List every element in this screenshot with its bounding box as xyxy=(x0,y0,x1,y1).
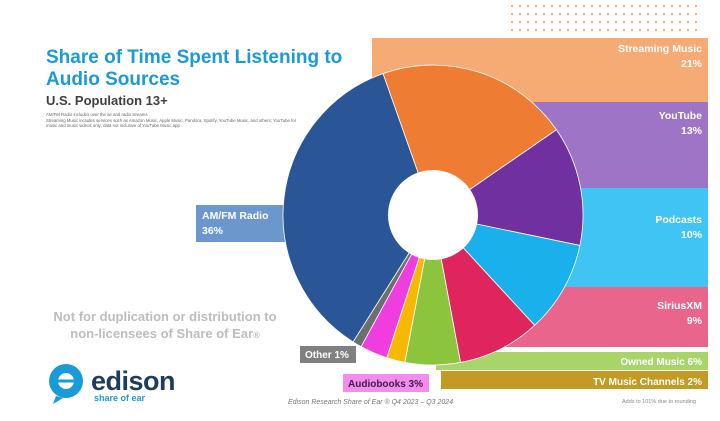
logo-word: edison xyxy=(91,366,176,396)
legend-label-owned-music: Owned Music 6% xyxy=(620,357,702,368)
legend-label-am-fm-radio: AM/FM Radio xyxy=(202,210,269,222)
legend-value-streaming-music: 21% xyxy=(681,58,703,70)
legend-value-podcasts: 10% xyxy=(681,229,703,241)
legend-label-podcasts: Podcasts xyxy=(655,214,702,226)
legend-band-tv-music-channels xyxy=(441,371,708,389)
legend-value-siriusxm: 9% xyxy=(687,315,703,327)
disclaimer-line-2: non-licensees of Share of Ear xyxy=(70,326,254,341)
chart-title: Share of Time Spent Listening to Audio S… xyxy=(46,47,343,90)
disclaimer-line-1: Not for duplication or distribution to xyxy=(53,309,277,324)
legend-value-youtube: 13% xyxy=(681,125,703,137)
edison-logo: edison share of ear xyxy=(44,360,184,406)
rounding-footnote: Adds to 101% due to rounding xyxy=(622,399,697,405)
logo-tagline: share of ear xyxy=(94,393,146,403)
note-amfm: AM/FM Radio includes over the air and ra… xyxy=(46,112,148,117)
legend-label-siriusxm: SiriusXM xyxy=(657,300,702,312)
registered-mark: ® xyxy=(253,330,260,340)
slice-podcasts xyxy=(431,214,581,326)
edison-bulb-icon xyxy=(49,364,83,404)
legend-label-streaming-music: Streaming Music xyxy=(618,43,702,55)
legend-label-youtube: YouTube xyxy=(659,110,703,122)
legend-value-am-fm-radio: 36% xyxy=(202,225,224,237)
legend-label-other: Other 1% xyxy=(305,350,349,361)
chart-subtitle: U.S. Population 13+ xyxy=(46,93,168,108)
legend-label-tv-music-channels: TV Music Channels 2% xyxy=(593,377,702,388)
decorative-dot-grid xyxy=(510,4,698,32)
legend-label-audiobooks: Audiobooks 3% xyxy=(348,379,423,390)
legend-band-owned-music xyxy=(436,352,708,370)
donut-hole xyxy=(388,170,478,260)
legend-labels: Streaming Music 21% YouTube 13% Podcasts 10% S… xyxy=(202,43,703,390)
legend-band-audiobooks xyxy=(343,374,429,392)
legend-band-other xyxy=(300,346,356,363)
disclaimer: Not for duplication or distribution to n… xyxy=(40,308,290,344)
note-streaming: Streaming Music includes services such a… xyxy=(46,118,297,128)
slice-am-fm-radio xyxy=(282,73,434,343)
source-footer: Edison Research Share of Ear ® Q4 2023 –… xyxy=(288,399,454,406)
